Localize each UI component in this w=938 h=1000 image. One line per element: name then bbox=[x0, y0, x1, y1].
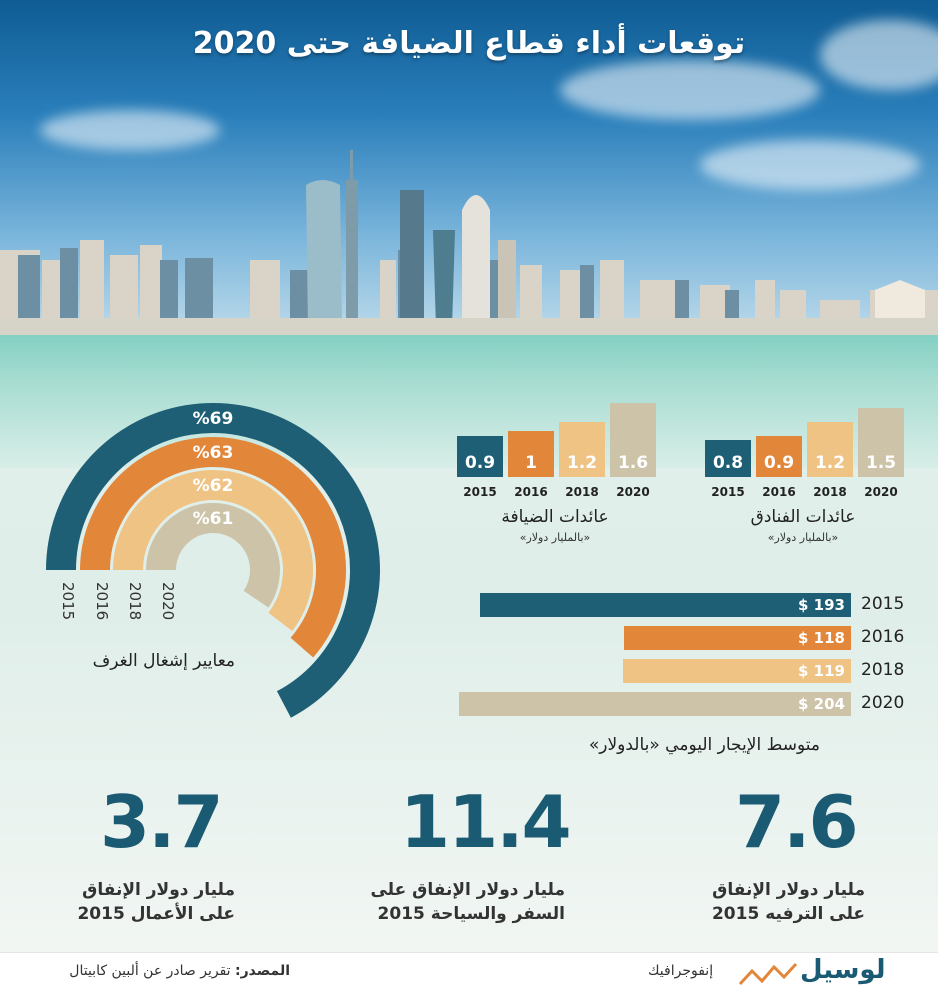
stat-caption-line: مليار دولار الإنفاق bbox=[712, 880, 865, 900]
x-tick-label: 2018 bbox=[813, 485, 847, 499]
x-tick-label: 2018 bbox=[565, 485, 599, 499]
bar-value-label: $ 193 bbox=[798, 596, 845, 614]
stat-caption: مليار دولار الإنفاق على السفر والسياحة 2… bbox=[330, 878, 565, 926]
bar-value-label: $ 204 bbox=[798, 695, 845, 713]
source-label: المصدر: bbox=[235, 963, 290, 979]
radial-value-label: %62 bbox=[193, 476, 234, 496]
radial-chart: %69 2015 %63 2016 %62 2018 %61 2020 bbox=[46, 403, 380, 718]
stat-caption-line: على الترفيه 2015 bbox=[711, 904, 865, 924]
bar-value-label: 0.9 bbox=[464, 453, 496, 473]
page-title: توقعات أداء قطاع الضيافة حتى 2020 bbox=[192, 26, 746, 61]
cloud bbox=[40, 110, 220, 150]
cloud bbox=[820, 20, 938, 90]
radial-value-label: %61 bbox=[193, 509, 234, 529]
bar-value-label: 0.9 bbox=[763, 453, 795, 473]
chart-subtitle: «بالمليار دولار» bbox=[519, 531, 591, 544]
radial-year-label: 2016 bbox=[93, 582, 111, 620]
source-text: تقرير صادر عن ألبين كابيتال bbox=[69, 963, 231, 979]
bar-value-label: 1.6 bbox=[617, 453, 649, 473]
source-note: المصدر: تقرير صادر عن ألبين كابيتال bbox=[30, 963, 290, 979]
bar bbox=[705, 440, 751, 477]
stat-value: 3.7 bbox=[100, 780, 224, 864]
radial-bar bbox=[46, 403, 380, 718]
stat-caption-line: على الأعمال 2015 bbox=[77, 904, 235, 924]
radial-year-label: 2020 bbox=[159, 582, 177, 620]
x-tick-label: 2020 bbox=[864, 485, 898, 499]
radial-value-label: %63 bbox=[193, 443, 234, 463]
x-tick-label: 2016 bbox=[762, 485, 796, 499]
bar bbox=[508, 431, 554, 477]
bar bbox=[858, 408, 904, 477]
chart-title: عائدات الفنادق bbox=[750, 507, 856, 527]
stat-value: 11.4 bbox=[400, 780, 572, 864]
bar bbox=[559, 421, 605, 477]
radial-year-label: 2015 bbox=[59, 582, 77, 620]
stat-caption-line: مليار دولار الإنفاق على bbox=[370, 880, 565, 900]
x-tick-label: 2015 bbox=[463, 485, 497, 499]
bar-value-label: $ 119 bbox=[798, 662, 845, 680]
stat-value: 7.6 bbox=[735, 780, 859, 864]
section-label: إنفوجرافيك bbox=[648, 963, 714, 979]
bar: $ 193 bbox=[480, 593, 851, 617]
y-tick-label: 2015 bbox=[861, 594, 905, 614]
bar bbox=[610, 403, 656, 477]
bar: $ 204 bbox=[459, 692, 851, 716]
bar: $ 118 bbox=[624, 626, 851, 650]
cloud bbox=[560, 60, 820, 120]
chart-title: معايير إشغال الغرف bbox=[92, 651, 235, 671]
cloud bbox=[700, 140, 920, 190]
radial-value-label: %69 bbox=[193, 409, 234, 429]
chart-title: عائدات الضيافة bbox=[501, 507, 609, 527]
x-tick-label: 2020 bbox=[616, 485, 650, 499]
stat-caption: مليار دولار الإنفاق على الأعمال 2015 bbox=[40, 878, 235, 926]
y-tick-label: 2016 bbox=[861, 627, 905, 647]
bar-value-label: 1.2 bbox=[814, 453, 846, 473]
radial-bar bbox=[80, 437, 346, 658]
bar bbox=[457, 435, 503, 477]
bar-value-label: $ 118 bbox=[798, 629, 845, 647]
y-tick-label: 2018 bbox=[861, 660, 905, 680]
stat-caption-line: مليار دولار الإنفاق bbox=[82, 880, 235, 900]
stat-caption: مليار دولار الإنفاق على الترفيه 2015 bbox=[640, 878, 865, 926]
y-tick-label: 2020 bbox=[861, 693, 905, 713]
bar-value-label: 0.8 bbox=[712, 453, 744, 473]
bar bbox=[807, 421, 853, 477]
stat-caption-line: السفر والسياحة 2015 bbox=[377, 904, 565, 924]
radial-bar bbox=[146, 503, 280, 608]
footer: المصدر: تقرير صادر عن ألبين كابيتال إنفو… bbox=[0, 952, 938, 1000]
bar-value-label: 1.5 bbox=[865, 453, 897, 473]
bar-value-label: 1 bbox=[525, 453, 537, 473]
city-skyline-illustration bbox=[0, 150, 938, 335]
bar: $ 119 bbox=[622, 659, 851, 683]
chart-title: متوسط الإيجار اليومي «بالدولار» bbox=[588, 735, 820, 755]
brand-logo-icon bbox=[738, 962, 798, 986]
bar-value-label: 1.2 bbox=[566, 453, 598, 473]
x-tick-label: 2016 bbox=[514, 485, 548, 499]
brand-name: لوسيل bbox=[800, 955, 886, 985]
chart-subtitle: «بالمليار دولار» bbox=[767, 531, 839, 544]
radial-bar bbox=[113, 470, 313, 632]
x-tick-label: 2015 bbox=[711, 485, 745, 499]
bar bbox=[756, 435, 802, 477]
radial-year-label: 2018 bbox=[126, 582, 144, 620]
